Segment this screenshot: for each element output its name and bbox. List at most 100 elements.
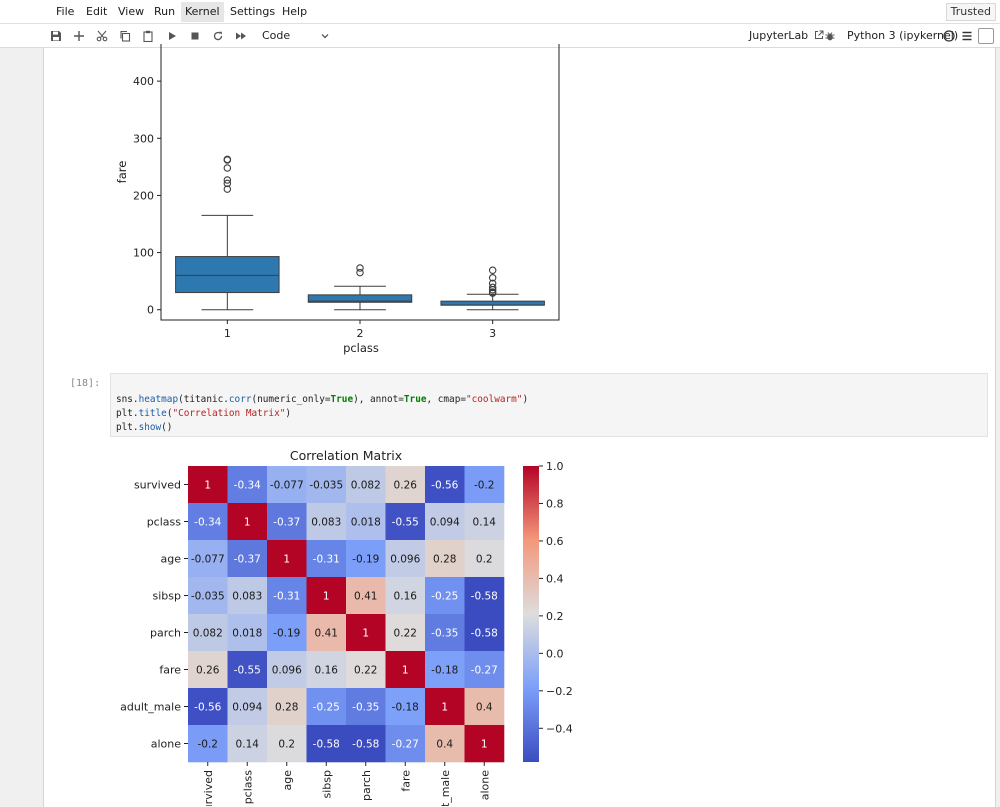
heatmap-annotation: 0.14 — [236, 739, 260, 751]
code-token: plt. — [116, 422, 139, 433]
y-tick-label: 400 — [133, 75, 154, 88]
menu-run[interactable]: Run — [154, 5, 176, 18]
y-tick-label: alone — [151, 738, 181, 751]
y-tick-label: 300 — [133, 132, 154, 145]
trusted-badge[interactable]: Trusted — [945, 3, 996, 21]
heatmap-cell — [464, 725, 505, 763]
heatmap-cell — [188, 614, 228, 652]
heatmap-annotation: 1 — [441, 702, 448, 714]
heatmap-cell — [346, 651, 386, 689]
x-tick-label: pclass — [241, 770, 254, 805]
x-tick-label: adult_male — [439, 770, 452, 806]
restart-icon[interactable] — [209, 27, 227, 45]
heatmap-annotation: 0.018 — [351, 517, 381, 529]
menu-bar: File Edit View Run Kernel Settings Help … — [0, 0, 1000, 24]
heatmap-annotation: -0.55 — [392, 517, 419, 529]
outlier-point — [223, 185, 232, 193]
code-token: show — [138, 422, 162, 433]
heatmap-cell — [306, 651, 347, 689]
heatmap-annotation: -0.55 — [234, 665, 261, 677]
outlier-point — [223, 155, 232, 164]
menu-settings[interactable]: Settings — [230, 5, 276, 18]
cell-type-select[interactable]: Code — [258, 27, 332, 45]
code-token: plt. — [116, 408, 139, 419]
external-link-icon — [814, 30, 824, 39]
heatmap-annotation: 0.22 — [394, 628, 417, 640]
heatmap-annotation: -0.37 — [234, 554, 261, 566]
code-token: heatmap — [138, 394, 179, 405]
code-token: True — [403, 394, 427, 405]
heatmap-annotation: 0.082 — [193, 628, 223, 640]
heatmap-cell — [306, 466, 347, 504]
heatmap-cell — [385, 503, 426, 541]
menu-edit[interactable]: Edit — [86, 5, 108, 18]
heatmap-cell — [346, 688, 386, 726]
fare-boxplot: 0 100 200 300 400 1 2 3 pclass fare — [115, 44, 560, 355]
heatmap-colorbar: 1.0 0.8 0.6 0.4 0.2 0.0 −0.2 −0.4 — [523, 460, 573, 762]
y-tick-label: age — [161, 553, 182, 566]
x-tick-label: 3 — [489, 327, 496, 340]
heatmap-cell — [227, 466, 268, 504]
colorbar-tick-label: 0.4 — [546, 572, 564, 585]
heatmap-cell — [425, 577, 465, 615]
settings-toggle-icon[interactable] — [978, 28, 994, 44]
heatmap-annotation: -0.58 — [471, 591, 498, 603]
bug-icon[interactable] — [821, 27, 839, 45]
heatmap-annotation: 0.4 — [436, 739, 453, 751]
heatmap-cell — [188, 577, 228, 615]
code-line: sns.heatmap(titanic.corr(numeric_only=Tr… — [116, 393, 987, 407]
menu-help[interactable]: Help — [282, 5, 308, 18]
kernel-status-icon — [940, 27, 958, 45]
right-scroll-edge[interactable] — [995, 48, 1000, 807]
boxplot-y-label: fare — [115, 161, 129, 184]
y-tick-label: parch — [150, 627, 181, 640]
heatmap-cell — [425, 614, 465, 652]
outlier-point — [488, 288, 497, 296]
heatmap-title: Correlation Matrix — [290, 448, 402, 463]
menu-icon[interactable] — [958, 27, 976, 45]
heatmap-annotation: -0.31 — [273, 591, 300, 603]
outlier-point — [488, 283, 497, 292]
heatmap-annotation: 0.26 — [196, 665, 220, 677]
heatmap-cell — [425, 651, 465, 689]
outlier-point — [223, 176, 232, 184]
heatmap-cell — [464, 540, 505, 578]
menu-kernel[interactable]: Kernel — [181, 2, 224, 22]
heatmap-cell — [464, 614, 505, 652]
code-token: ( — [166, 408, 173, 419]
cut-icon[interactable] — [93, 27, 111, 45]
heatmap-cell — [267, 540, 307, 578]
jupyterlab-link[interactable]: JupyterLab — [749, 29, 824, 42]
heatmap-cell — [227, 540, 268, 578]
outlier-point — [356, 268, 364, 277]
menu-view[interactable]: View — [118, 5, 145, 18]
heatmap-cell — [425, 503, 465, 541]
code-cell-editor[interactable]: sns.heatmap(titanic.corr(numeric_only=Tr… — [110, 373, 988, 437]
colorbar-tick-label: 0.0 — [546, 647, 564, 660]
heatmap-annotation: 1 — [481, 739, 488, 751]
add-cell-icon[interactable] — [70, 27, 88, 45]
x-tick-label: age — [281, 770, 294, 791]
outlier-point — [356, 264, 364, 272]
run-icon[interactable] — [163, 27, 181, 45]
code-token: ) — [285, 408, 292, 419]
heatmap-annotation: -0.56 — [194, 702, 221, 714]
menu-file[interactable]: File — [56, 5, 75, 18]
heatmap-cell — [227, 688, 268, 726]
heatmap-annotation: 0.082 — [351, 480, 381, 492]
heatmap-cell — [385, 577, 426, 615]
heatmap-annotation: 0.094 — [232, 702, 262, 714]
heatmap-cell — [267, 651, 307, 689]
run-all-icon[interactable] — [232, 27, 250, 45]
paste-icon[interactable] — [139, 27, 157, 45]
heatmap-annotation: -0.19 — [273, 628, 300, 640]
copy-icon[interactable] — [116, 27, 134, 45]
heatmap-annotation: -0.58 — [313, 739, 340, 751]
heatmap-annotation: -0.077 — [270, 480, 304, 492]
notebook-toolbar: Code JupyterLab Python 3 (ipykernel) — [0, 24, 1000, 48]
x-tick-label: sibsp — [320, 770, 333, 799]
kernel-name[interactable]: Python 3 (ipykernel) — [847, 29, 959, 42]
stop-icon[interactable] — [186, 27, 204, 45]
save-icon[interactable] — [47, 27, 65, 45]
heatmap-annotation: 1 — [323, 591, 330, 603]
